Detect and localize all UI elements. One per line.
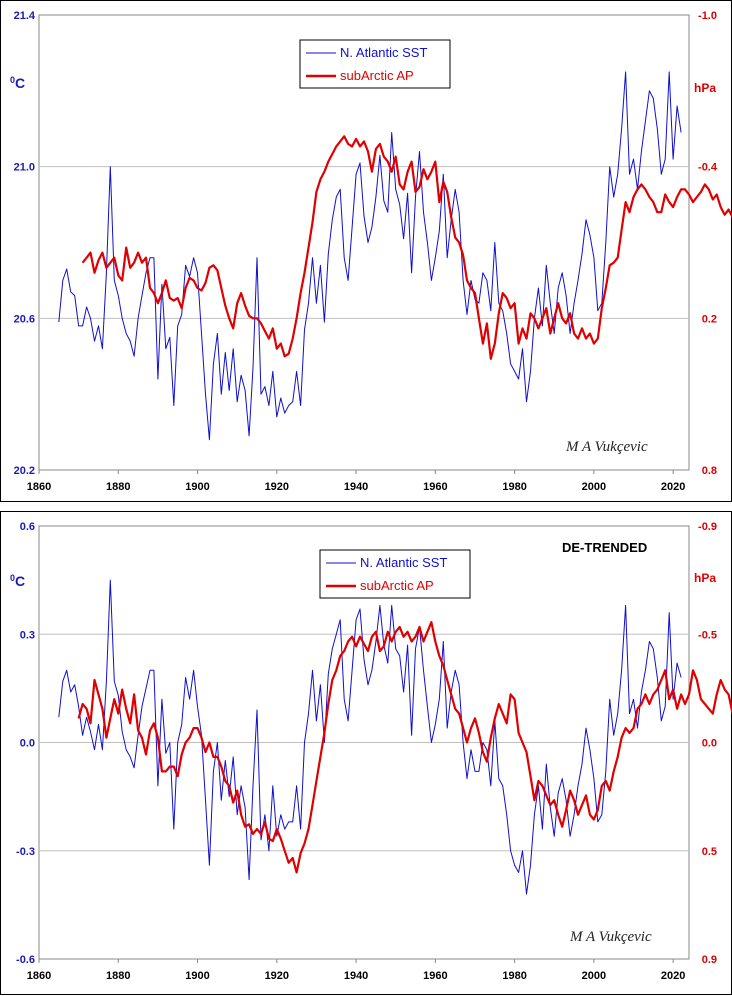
panel-top-left-unit: 0C <box>10 75 25 91</box>
panel-top-x-tick-label: 1960 <box>423 481 447 493</box>
panel-bottom-left-tick-label: 0.0 <box>20 738 35 750</box>
panel-bottom-left-unit-degree: 0 <box>10 573 15 583</box>
panel-bottom-legend-box <box>319 549 471 599</box>
panel-top-left-tick-label: 21.4 <box>14 10 36 22</box>
panel-bottom-x-tick-label: 1860 <box>27 970 51 982</box>
panel-top-gridlines <box>39 166 689 319</box>
panel-top-plot-area <box>38 14 690 471</box>
panel-bottom-x-tick-label: 2020 <box>661 970 685 982</box>
panel-top-right-tick-label: -0.4 <box>698 162 718 174</box>
panel-bottom-ap-series <box>77 621 732 874</box>
panel-top-x-tick-label: 1940 <box>344 481 368 493</box>
panel-bottom-ap-line <box>77 621 732 874</box>
panel-top-left-unit-degree: 0 <box>10 75 15 85</box>
panel-bottom-right-tick-label: -0.5 <box>698 629 717 641</box>
panel-bottom-x-tick-label: 1880 <box>106 970 130 982</box>
panel-top-left-tick-label: 20.6 <box>14 313 35 325</box>
panel-bottom-left-tick-label: -0.6 <box>16 954 35 966</box>
panel-top-sst-line <box>58 71 682 441</box>
panel-top-left-unit-c: C <box>15 75 25 91</box>
panel-top-left-tick-label: 21.0 <box>14 162 35 174</box>
panel-top-signature: M A Vukçevic <box>565 439 648 455</box>
panel-bottom-legend: N. Atlantic SST subArctic AP <box>319 549 471 599</box>
panel-bottom-x-tick-label: 1940 <box>344 970 368 982</box>
panel-bottom-legend-label-ap: subArctic AP <box>360 578 434 593</box>
panel-bottom-legend-label-sst: N. Atlantic SST <box>360 555 447 570</box>
panel-bottom-left-tick-label: 0.3 <box>20 629 35 641</box>
panel-top-right-tick-label: -1.0 <box>698 10 717 22</box>
panel-bottom-left-tick-label: 0.6 <box>20 521 35 533</box>
panel-bottom-left-unit: 0C <box>10 573 25 589</box>
panel-top-right-tick-label: 0.8 <box>702 465 717 477</box>
panel-top-left-tick-label: 20.2 <box>14 465 35 477</box>
panel-top-legend-box <box>299 39 451 89</box>
panel-bottom-annotation: DE-TRENDED <box>562 540 647 555</box>
panel-top-x-tick-label: 1900 <box>185 481 209 493</box>
panel-top-x-tick-label: 1860 <box>27 481 51 493</box>
panel-top-right-tick-label: 0.2 <box>702 313 717 325</box>
panel-top: 20.2 20.6 21.0 21.4 -1.0 -0.4 0.2 0.8 1860 1880 19… <box>0 0 732 502</box>
panel-bottom-x-tick-label: 2000 <box>582 970 606 982</box>
panel-top-ticks: 20.2 20.6 21.0 21.4 -1.0 -0.4 0.2 0.8 1860 1880 19… <box>14 10 718 493</box>
panel-bottom-signature: M A Vukçevic <box>569 929 652 945</box>
panel-bottom-sst-line <box>58 579 682 895</box>
panel-bottom-right-tick-label: 0.0 <box>702 738 717 750</box>
panel-bottom-x-tick-label: 1900 <box>185 970 209 982</box>
panel-bottom-x-tick-label: 1980 <box>502 970 526 982</box>
panel-bottom-right-unit: hPa <box>694 571 716 585</box>
panel-top-legend-label-ap: subArctic AP <box>340 68 414 83</box>
panel-top-x-tick-label: 2000 <box>582 481 606 493</box>
panel-bottom-sst-series <box>58 579 682 895</box>
panel-bottom-ticks: -0.6 -0.3 0.0 0.3 0.6 -0.9 -0.5 0.0 0.5 0.9 1860 18… <box>16 521 717 982</box>
panel-top-ap-line <box>81 135 732 360</box>
panel-top-ap-series <box>81 135 732 360</box>
panel-top-legend: N. Atlantic SST subArctic AP <box>299 39 451 89</box>
panel-top-x-tick-label: 1920 <box>265 481 289 493</box>
panel-bottom-right-tick-label: 0.5 <box>702 846 717 858</box>
panel-bottom-x-tick-label: 1960 <box>423 970 447 982</box>
panel-top-x-tick-label: 1880 <box>106 481 130 493</box>
panel-top-x-tick-label: 2020 <box>661 481 685 493</box>
panel-top-sst-series <box>58 71 682 441</box>
panel-bottom-right-tick-label: -0.9 <box>698 521 717 533</box>
panel-bottom-right-tick-label: 0.9 <box>702 954 717 966</box>
panel-bottom-x-tick-label: 1920 <box>265 970 289 982</box>
panel-top-x-tick-label: 1980 <box>502 481 526 493</box>
panel-top-legend-label-sst: N. Atlantic SST <box>340 45 427 60</box>
panel-top-right-unit: hPa <box>694 81 716 95</box>
panel-bottom: -0.6 -0.3 0.0 0.3 0.6 -0.9 -0.5 0.0 0.5 0.9 1860 18… <box>0 511 732 995</box>
panel-bottom-left-tick-label: -0.3 <box>16 846 35 858</box>
panel-bottom-left-unit-c: C <box>15 573 25 589</box>
